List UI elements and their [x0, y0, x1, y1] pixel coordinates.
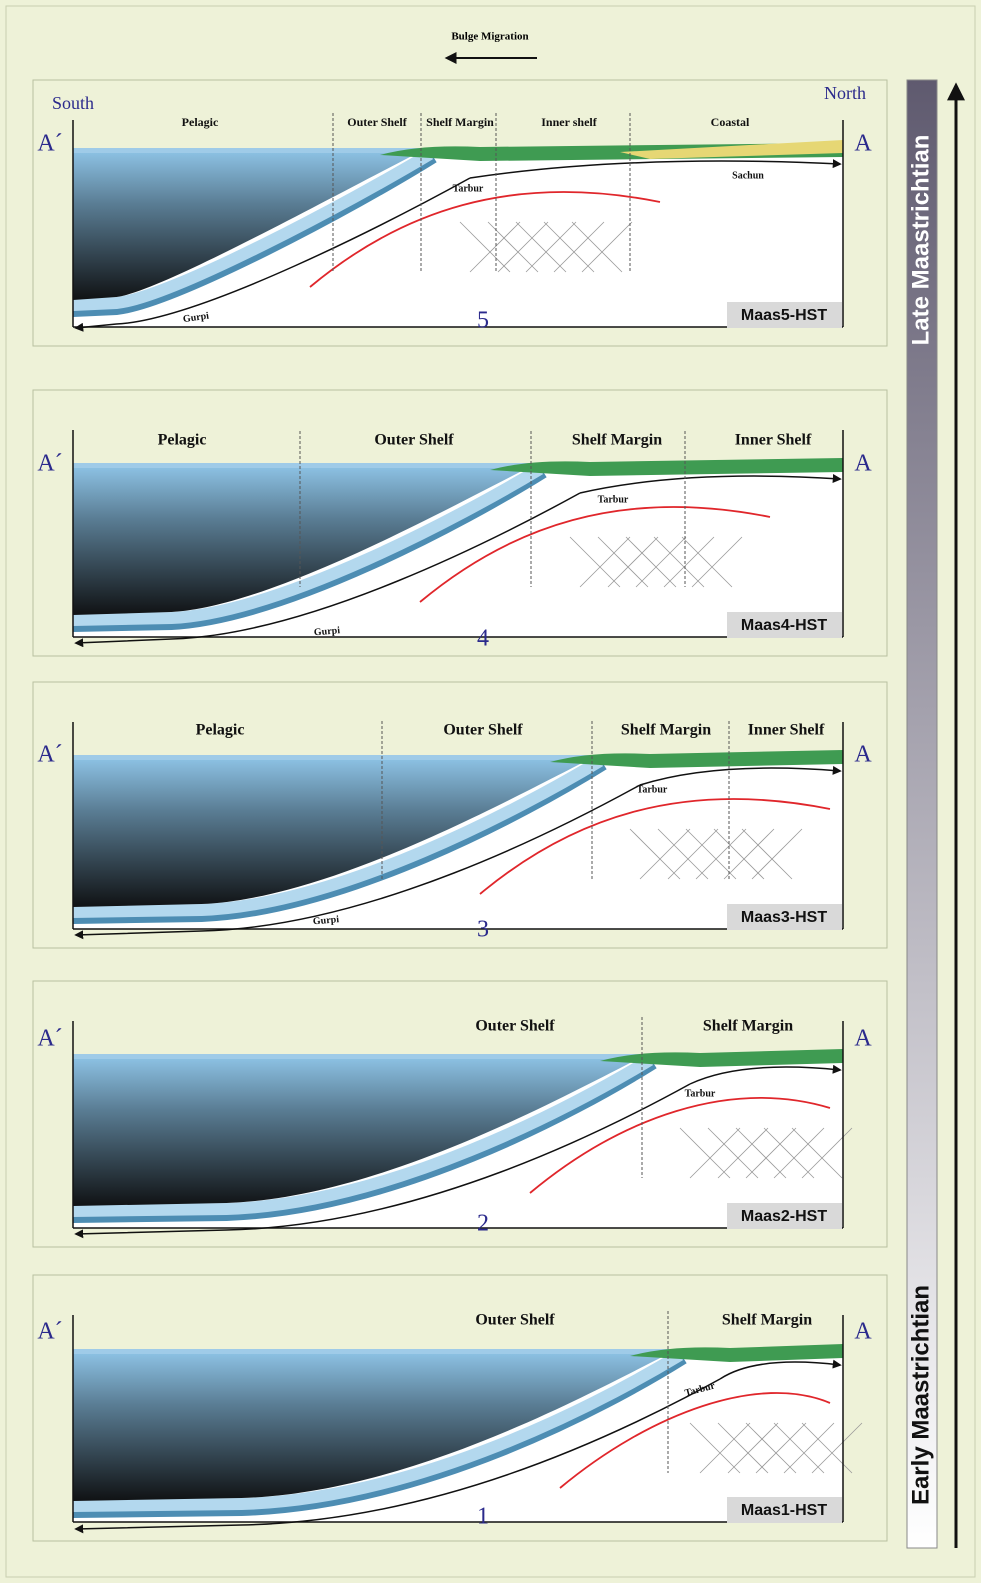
zone-label: Shelf Margin [621, 722, 711, 739]
zone-label: Outer Shelf [347, 115, 407, 129]
left-end: A´ [37, 131, 62, 157]
right-end: A [854, 1319, 872, 1345]
panel-name: Maas1-HST [741, 1502, 827, 1519]
zone-label: Shelf Margin [722, 1312, 812, 1329]
panel-number: 5 [477, 308, 489, 334]
left-end: A´ [37, 1026, 62, 1052]
formation-label: Tarbur [453, 183, 484, 194]
zone-label: Shelf Margin [572, 432, 662, 449]
formation-label: Gurpi [312, 914, 339, 927]
right-end: A [854, 742, 872, 768]
panel-name: Maas2-HST [741, 1208, 827, 1225]
panel-number: 4 [477, 626, 489, 652]
diagram: Bulge Migration Late Maastrichtian Early… [0, 0, 981, 1583]
left-end: A´ [37, 1319, 62, 1345]
late-label: Late Maastrichtian [907, 135, 934, 346]
panel-name: Maas4-HST [741, 617, 827, 634]
left-end: A´ [37, 451, 62, 477]
formation-label: Tarbur [598, 494, 629, 505]
zone-label: Pelagic [196, 722, 245, 739]
formation-label: Tarbur [685, 1088, 716, 1099]
zone-label: Shelf Margin [426, 115, 494, 129]
right-end: A [854, 1026, 872, 1052]
panel-name: Maas3-HST [741, 909, 827, 926]
right-end: A [854, 451, 872, 477]
zone-label: Coastal [711, 115, 750, 129]
zone-label: Pelagic [182, 115, 219, 129]
panel-number: 1 [477, 1504, 489, 1530]
zone-label: Inner shelf [541, 115, 597, 129]
formation-label: Gurpi [313, 625, 340, 638]
formation-label: Sachun [732, 170, 764, 181]
north-label: North [824, 83, 866, 103]
zone-label: Inner Shelf [735, 432, 812, 449]
south-label: South [52, 93, 94, 113]
panel-number: 2 [477, 1211, 489, 1237]
zone-label: Outer Shelf [475, 1312, 555, 1329]
right-end: A [854, 131, 872, 157]
panel-number: 3 [477, 917, 489, 943]
title: Bulge Migration [451, 31, 528, 43]
zone-label: Pelagic [158, 432, 207, 449]
left-end: A´ [37, 742, 62, 768]
zone-label: Outer Shelf [443, 722, 523, 739]
formation-label: Tarbur [637, 784, 668, 795]
panel-name: Maas5-HST [741, 307, 827, 324]
zone-label: Outer Shelf [374, 432, 454, 449]
zone-label: Shelf Margin [703, 1018, 793, 1035]
early-label: Early Maastrichtian [907, 1285, 934, 1505]
zone-label: Outer Shelf [475, 1018, 555, 1035]
zone-label: Inner Shelf [748, 722, 825, 739]
